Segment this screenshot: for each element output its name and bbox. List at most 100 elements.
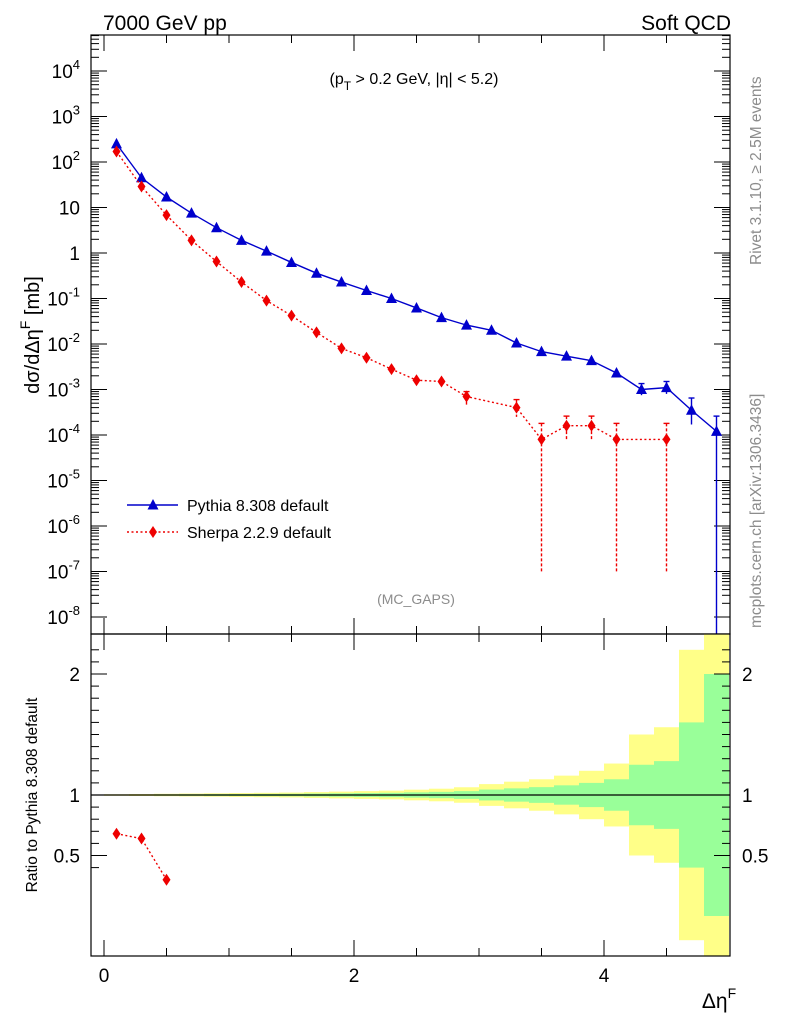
data-point <box>261 245 272 256</box>
y-tick-label: 1 <box>69 244 80 265</box>
header-left-label: 7000 GeV pp <box>103 12 227 35</box>
x-axis-label: ΔηF <box>702 985 736 1013</box>
ratio-bands <box>91 634 730 956</box>
legend-label: Sherpa 2.2.9 default <box>187 525 332 542</box>
x-tick-label: 2 <box>349 966 360 987</box>
main-panel: 10-8 10-7 10-6 10-5 10-4 10-3 10-2 10-1 1 10 102 10… <box>17 34 731 635</box>
y-tick-label: 102 <box>52 148 80 174</box>
ratio-y-tick-label: 0.5 <box>54 847 80 868</box>
rivet-version-label: Rivet 3.1.10, ≥ 2.5M events <box>748 76 765 265</box>
ratio-y-tick-label-right: 2 <box>742 665 753 686</box>
ratio-y-tick-label: 1 <box>69 786 80 807</box>
main-plot-frame <box>90 34 731 635</box>
data-point <box>162 209 171 222</box>
ratio-plot-frame <box>90 633 731 957</box>
y-tick-label: 10-3 <box>47 376 80 402</box>
pythia-series <box>111 137 722 634</box>
legend-marker <box>147 499 159 510</box>
data-point <box>387 363 396 376</box>
x-tick-label: 4 <box>599 966 610 987</box>
data-point <box>561 350 572 361</box>
data-point <box>211 221 222 233</box>
data-point <box>111 137 122 149</box>
cut-label: (pT > 0.2 GeV, |η| < 5.2) <box>330 71 499 93</box>
data-point <box>711 425 722 436</box>
data-point <box>461 319 472 330</box>
data-point <box>186 207 197 218</box>
data-point <box>586 354 597 366</box>
legend: Pythia 8.308 default Sherpa 2.2.9 default <box>127 498 332 542</box>
data-point <box>137 180 146 193</box>
data-point <box>611 367 622 378</box>
data-point <box>262 294 271 307</box>
main-axis-ticks: 10-8 10-7 10-6 10-5 10-4 10-3 10-2 10-1 1 10 102 10… <box>47 35 730 634</box>
x-tick-label: 0 <box>99 966 110 987</box>
data-point <box>311 267 322 278</box>
ratio-plot-area <box>112 827 171 886</box>
data-point <box>512 401 521 414</box>
ratio-axis-ticks: 0.5 0.5 1 1 2 2 0 2 4 <box>54 634 768 987</box>
y-tick-label: 10-7 <box>47 558 80 584</box>
ratio-point <box>112 827 121 840</box>
data-point <box>661 381 672 393</box>
y-tick-label: 10-1 <box>47 285 80 311</box>
y-tick-label: 10 <box>59 199 80 220</box>
data-point <box>237 276 246 289</box>
data-point <box>236 234 247 245</box>
main-plot-area <box>111 137 722 634</box>
data-point <box>686 404 697 415</box>
data-point <box>587 419 596 432</box>
header-right-label: Soft QCD <box>641 12 731 35</box>
data-point <box>312 326 321 339</box>
y-tick-label: 10-5 <box>47 467 80 493</box>
data-point <box>537 433 546 446</box>
data-point <box>436 311 447 323</box>
ratio-y-tick-label-right: 1 <box>742 786 753 807</box>
data-point <box>136 171 147 183</box>
data-point <box>287 309 296 322</box>
data-point <box>437 375 446 388</box>
ratio-panel: 0.5 0.5 1 1 2 2 0 2 4 Ratio to Pythia 8.308 defa… <box>24 633 768 1013</box>
y-tick-label: 10-8 <box>47 603 80 629</box>
y-tick-label: 10-4 <box>47 421 80 447</box>
data-point <box>337 342 346 355</box>
data-point <box>636 383 647 394</box>
data-point <box>361 284 372 295</box>
ratio-y-axis-label: Ratio to Pythia 8.308 default <box>24 697 41 892</box>
main-y-axis-label: dσ/dΔηF [mb] <box>17 276 44 394</box>
data-point <box>462 390 471 403</box>
ratio-point <box>162 873 171 886</box>
data-point <box>187 234 196 247</box>
ratio-sherpa-series <box>112 827 171 886</box>
data-point <box>386 292 397 303</box>
data-point <box>511 337 522 348</box>
data-point <box>662 433 671 446</box>
data-point <box>112 145 121 158</box>
ratio-y-tick-label-right: 0.5 <box>742 847 768 868</box>
series-line <box>115 151 667 441</box>
data-point <box>362 351 371 364</box>
series-line <box>115 143 717 432</box>
ratio-y-tick-label: 2 <box>69 665 80 686</box>
data-point <box>336 276 347 287</box>
data-point <box>411 301 422 313</box>
ratio-point <box>137 832 146 845</box>
mcplots-label: mcplots.cern.ch [arXiv:1306.3436] <box>748 394 765 628</box>
sherpa-series <box>112 145 671 572</box>
data-point <box>212 255 221 268</box>
data-point <box>562 419 571 432</box>
y-tick-label: 104 <box>52 57 80 83</box>
y-tick-label: 10-2 <box>47 330 80 356</box>
analysis-label: (MC_GAPS) <box>377 591 455 607</box>
y-tick-label: 103 <box>52 103 80 129</box>
legend-marker <box>149 526 157 538</box>
data-point <box>536 345 547 357</box>
data-point <box>161 191 172 202</box>
legend-label: Pythia 8.308 default <box>187 498 329 515</box>
data-point <box>612 433 621 446</box>
data-point <box>286 256 297 267</box>
data-point <box>486 324 497 335</box>
y-tick-label: 10-6 <box>47 512 80 538</box>
data-point <box>412 374 421 387</box>
